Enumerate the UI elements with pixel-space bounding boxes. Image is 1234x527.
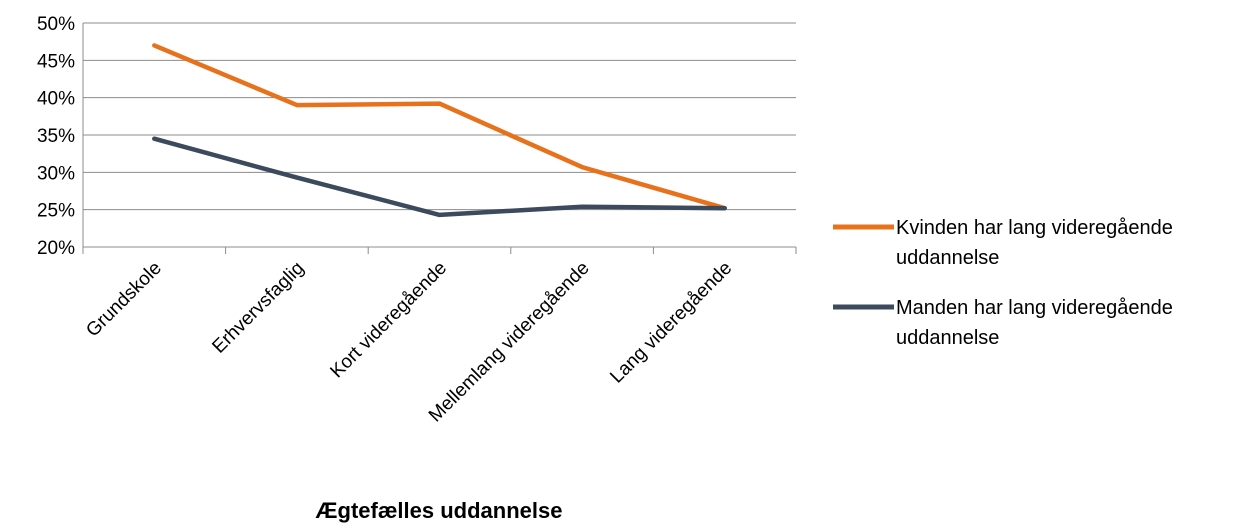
y-tick-label: 20%: [37, 238, 75, 259]
x-axis-tick-labels: Grundskole Erhvervsfaglig Kort videregåend…: [82, 258, 736, 427]
y-tick-label: 40%: [37, 89, 75, 110]
x-axis-title: Ægtefælles uddannelse: [316, 498, 563, 523]
y-tick-label: 35%: [37, 126, 75, 147]
x-tick-label: Grundskole: [82, 258, 166, 342]
y-tick-label: 25%: [37, 201, 75, 222]
series-line-2: [152, 136, 727, 218]
x-axis: [82, 23, 797, 254]
x-tick-label: Mellemlang videregående: [425, 258, 594, 427]
x-tick-label: Kort videregående: [326, 258, 451, 383]
y-tick-label: 45%: [37, 51, 75, 72]
gridlines: [83, 22, 796, 248]
legend-label-1: Kvinden har lang videregående uddannelse: [896, 217, 1173, 269]
x-tick-label: Lang videregående: [606, 258, 736, 388]
x-tick-label: Erhvervsfaglig: [208, 258, 308, 358]
legend: Kvinden har lang videregående uddannelse M…: [833, 217, 1173, 349]
y-tick-label: 30%: [37, 163, 75, 184]
series-line-1: [152, 43, 727, 211]
legend-label-2: Manden har lang videregående uddannelse: [896, 297, 1173, 349]
series-lines: [152, 43, 727, 218]
y-axis-ticks: 20% 25% 30% 35% 40% 45% 50%: [37, 14, 75, 259]
y-tick-label: 50%: [37, 14, 75, 35]
